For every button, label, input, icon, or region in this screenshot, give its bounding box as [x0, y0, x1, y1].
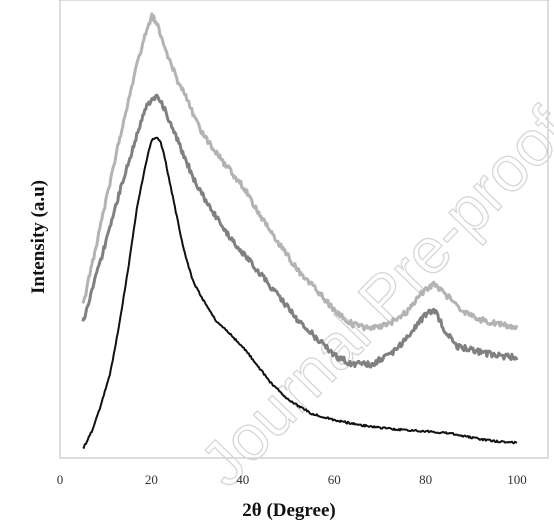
plot-area [59, 0, 549, 459]
series-layer [81, 12, 519, 450]
x-axis-title: 2θ (Degree) [242, 500, 335, 521]
series-line-1 [81, 12, 519, 332]
x-tick-label: 60 [328, 472, 341, 487]
x-tick-label: 20 [145, 472, 158, 487]
series-line-2 [81, 93, 519, 369]
x-tick-label: 100 [507, 472, 527, 487]
x-tick-label: 40 [236, 472, 249, 487]
x-tick-labels: 0 20 40 60 80 100 [57, 472, 527, 487]
x-tick-label: 80 [419, 472, 432, 487]
y-axis-title: Intensity (a.u) [28, 180, 49, 294]
x-tick-label: 0 [57, 472, 64, 487]
series-line-3 [82, 136, 518, 450]
